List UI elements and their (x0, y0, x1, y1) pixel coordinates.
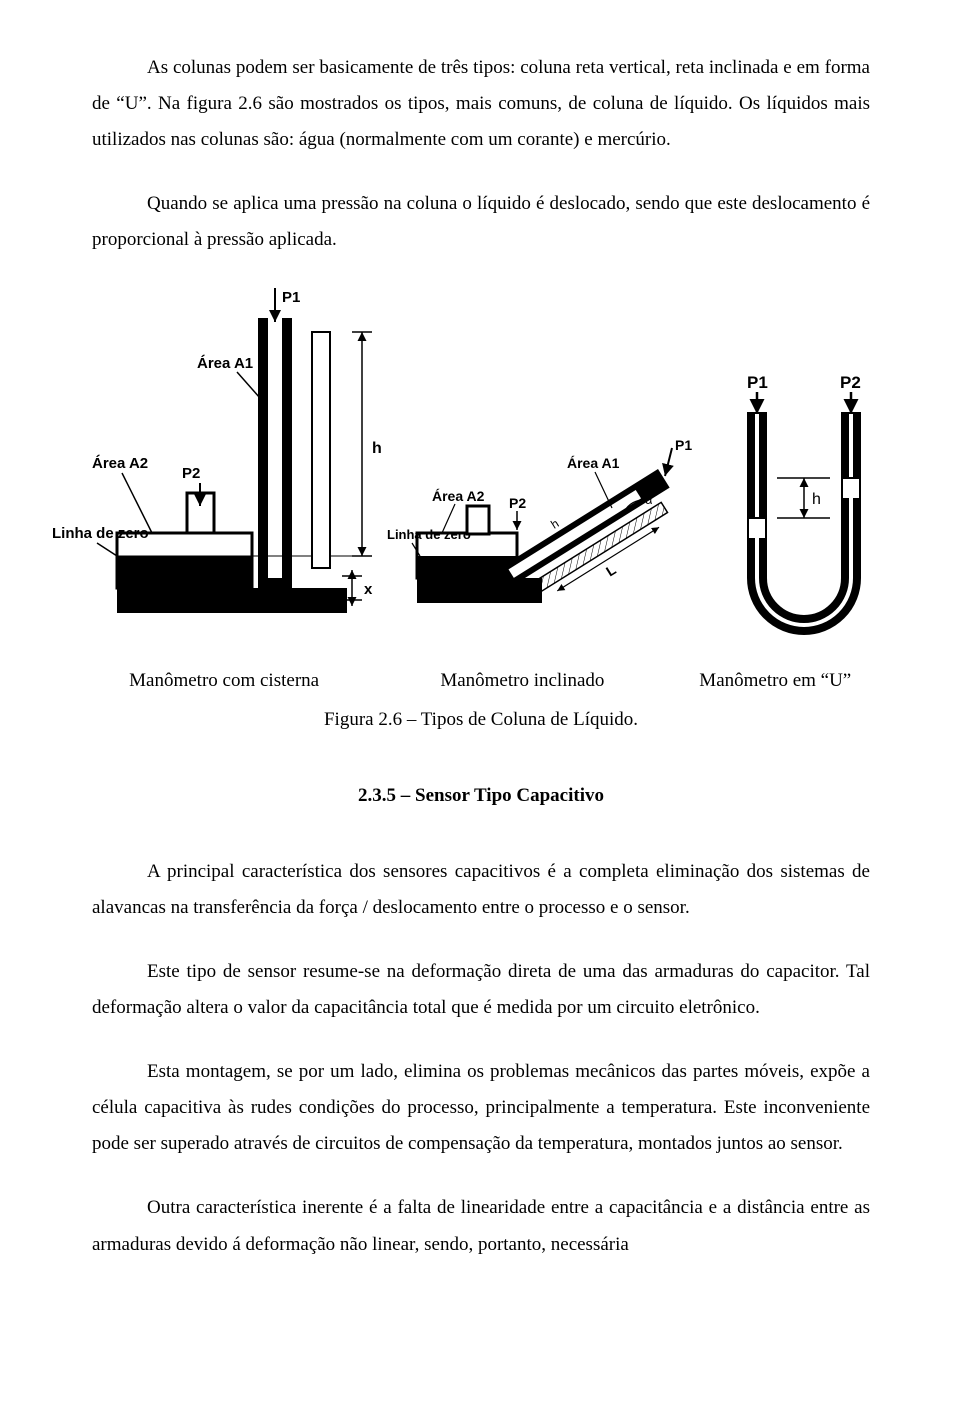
label-h-small: h (548, 517, 561, 532)
diagram-inclined: L h P1 α Área A1 Área A2 P2 Linha de zer… (387, 437, 695, 623)
label-p2-u: P2 (840, 373, 861, 392)
figure-main-caption: Figura 2.6 – Tipos de Coluna de Líquido. (92, 702, 870, 738)
paragraph: Outra característica inerente é a falta … (92, 1190, 870, 1262)
label-h: h (372, 440, 382, 457)
label-h-u: h (812, 491, 821, 508)
paragraph: Este tipo de sensor resume-se na deforma… (92, 954, 870, 1026)
label-p1: P1 (282, 289, 300, 306)
label-area-a2-inc: Área A2 (432, 488, 485, 504)
caption-cistern: Manômetro com cisterna (62, 663, 386, 699)
label-linha-zero-inc: Linha de zero (387, 527, 471, 542)
label-p2: P2 (182, 465, 200, 482)
label-L: L (603, 562, 619, 580)
paragraph: As colunas podem ser basicamente de três… (92, 50, 870, 158)
label-area-a2: Área A2 (92, 455, 148, 472)
caption-inclined: Manômetro inclinado (386, 663, 658, 699)
diagram-utube: P1 P2 h (747, 373, 861, 625)
paragraph: Quando se aplica uma pressão na coluna o… (92, 186, 870, 258)
label-x: x (364, 581, 373, 598)
figure-2-6: P1 Área A1 Área A2 P2 Linha de zero h x (52, 288, 832, 638)
label-alpha: α (645, 492, 653, 507)
paragraph: A principal característica dos sensores … (92, 854, 870, 926)
diagram-cistern: P1 Área A1 Área A2 P2 Linha de zero h x (52, 288, 382, 613)
figure-sub-captions: Manômetro com cisterna Manômetro inclina… (62, 663, 892, 699)
label-area-a1: Área A1 (197, 355, 253, 372)
label-linha-zero: Linha de zero (52, 525, 149, 542)
label-area-a1-inc: Área A1 (567, 455, 620, 471)
caption-utube: Manômetro em “U” (659, 663, 892, 699)
label-p2-inc: P2 (509, 495, 526, 511)
label-p1-u: P1 (747, 373, 768, 392)
label-p1-inc: P1 (675, 437, 692, 453)
section-heading: 2.3.5 – Sensor Tipo Capacitivo (92, 778, 870, 814)
paragraph: Esta montagem, se por um lado, elimina o… (92, 1054, 870, 1162)
